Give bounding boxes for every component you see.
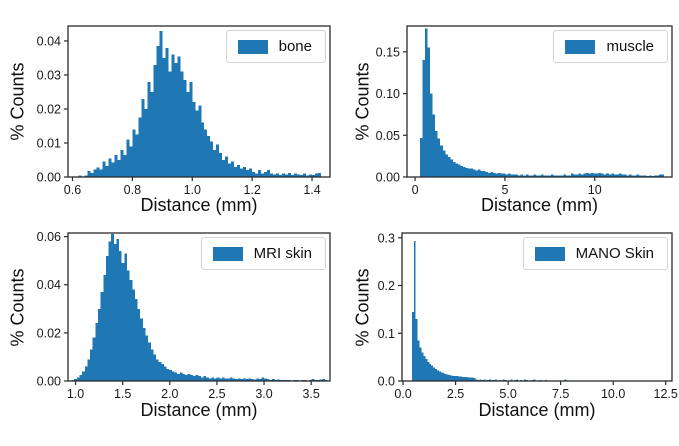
- histogram-bars: [420, 28, 665, 177]
- y-tick-label: 0.03: [37, 68, 61, 82]
- legend-swatch-icon: [212, 246, 243, 261]
- legend-label: MANO Skin: [575, 245, 654, 262]
- x-tick-label: 0: [412, 183, 419, 197]
- legend-label: MRI skin: [253, 245, 312, 262]
- y-tick-label: 0.1: [378, 327, 395, 341]
- y-tick-label: 0.04: [37, 278, 61, 292]
- legend-mano-skin: MANO Skin: [522, 237, 668, 270]
- x-tick-label: 3.0: [255, 387, 272, 401]
- y-tick-label: 0.3: [378, 231, 395, 245]
- axes-frame: [67, 25, 331, 178]
- x-tick-label: 10.0: [601, 387, 625, 401]
- y-tick-label: 0.06: [37, 230, 61, 244]
- legend-swatch-icon: [237, 39, 268, 54]
- y-tick-label: 0.01: [37, 136, 61, 150]
- y-axis-label: % Counts: [7, 267, 28, 347]
- y-axis-label: % Counts: [7, 62, 28, 141]
- x-tick-label: 1.2: [243, 183, 260, 197]
- histogram-bars: [68, 234, 328, 381]
- y-tick-label: 0.15: [376, 45, 400, 59]
- x-tick-label: 2.0: [161, 387, 178, 401]
- x-tick-label: 7.5: [552, 387, 569, 401]
- y-axis-label: % Counts: [352, 62, 373, 141]
- x-axis-label: Distance (mm): [480, 195, 598, 215]
- x-tick-label: 3.5: [302, 387, 319, 401]
- x-axis-label: Distance (mm): [140, 400, 258, 420]
- x-tick-label: 12.5: [654, 387, 678, 401]
- axes-frame: [406, 25, 673, 178]
- y-axis-label-wrap: % Counts: [347, 26, 379, 177]
- y-tick-label: 0.02: [37, 326, 61, 340]
- y-tick-label: 0.2: [378, 279, 395, 293]
- legend-swatch-icon: [565, 39, 596, 54]
- axes-frame: [67, 232, 331, 382]
- histogram-bars: [411, 241, 567, 381]
- x-tick-label: 5: [501, 183, 508, 197]
- x-tick-label: 0.6: [64, 183, 81, 197]
- x-tick-label: 1.5: [114, 387, 131, 401]
- y-axis-label: % Counts: [352, 267, 373, 347]
- subplot-mri-skin: 1.0 1.5 2.0 2.5 3.0 3.5 0.00 0.02 0.04 0.06: [37, 230, 331, 401]
- subplot-bone: 0.6 0.8 1.0 1.2 1.4 0.00 0.01 0.02 0.03 0.04: [37, 25, 331, 197]
- x-tick-label: 2.5: [208, 387, 225, 401]
- y-tick-label: 0.02: [37, 102, 61, 116]
- x-tick-label: 5.0: [499, 387, 516, 401]
- x-tick-label: 2.5: [447, 387, 464, 401]
- y-tick-label: 0.0: [378, 375, 395, 389]
- y-tick-label: 0.00: [37, 171, 61, 185]
- x-tick-label: 1.4: [303, 183, 320, 197]
- axes-frame: [401, 232, 673, 382]
- x-tick-label: 1.0: [184, 183, 201, 197]
- y-axis-label-wrap: % Counts: [347, 233, 379, 381]
- subplot-mano-skin: 0.0 2.5 5.0 7.5 10.0 12.5 0.0 0.1 0.2 0.3: [378, 231, 678, 401]
- x-axis-label: Distance (mm): [478, 400, 596, 420]
- legend-muscle: muscle: [553, 30, 668, 63]
- x-tick-label: 10: [588, 183, 602, 197]
- legend-bone: bone: [225, 30, 326, 63]
- histogram-bars: [78, 30, 322, 178]
- y-tick-label: 0.10: [376, 87, 400, 101]
- y-tick-label: 0.00: [37, 375, 61, 389]
- x-axis-label: Distance (mm): [140, 195, 258, 215]
- legend-label: muscle: [606, 38, 654, 55]
- x-tick-label: 0.8: [124, 183, 141, 197]
- x-tick-label: 1.0: [67, 387, 84, 401]
- y-tick-label: 0.00: [376, 171, 400, 185]
- legend-mri-skin: MRI skin: [200, 237, 326, 270]
- x-tick-label: 0.0: [394, 387, 411, 401]
- y-axis-label-wrap: % Counts: [2, 233, 34, 381]
- legend-label: bone: [278, 38, 312, 55]
- legend-swatch-icon: [534, 246, 565, 261]
- y-tick-label: 0.04: [37, 34, 61, 48]
- subplot-muscle: 0 5 10 0.00 0.05 0.10 0.15: [376, 25, 673, 197]
- y-axis-label-wrap: % Counts: [2, 26, 34, 177]
- y-tick-label: 0.05: [376, 129, 400, 143]
